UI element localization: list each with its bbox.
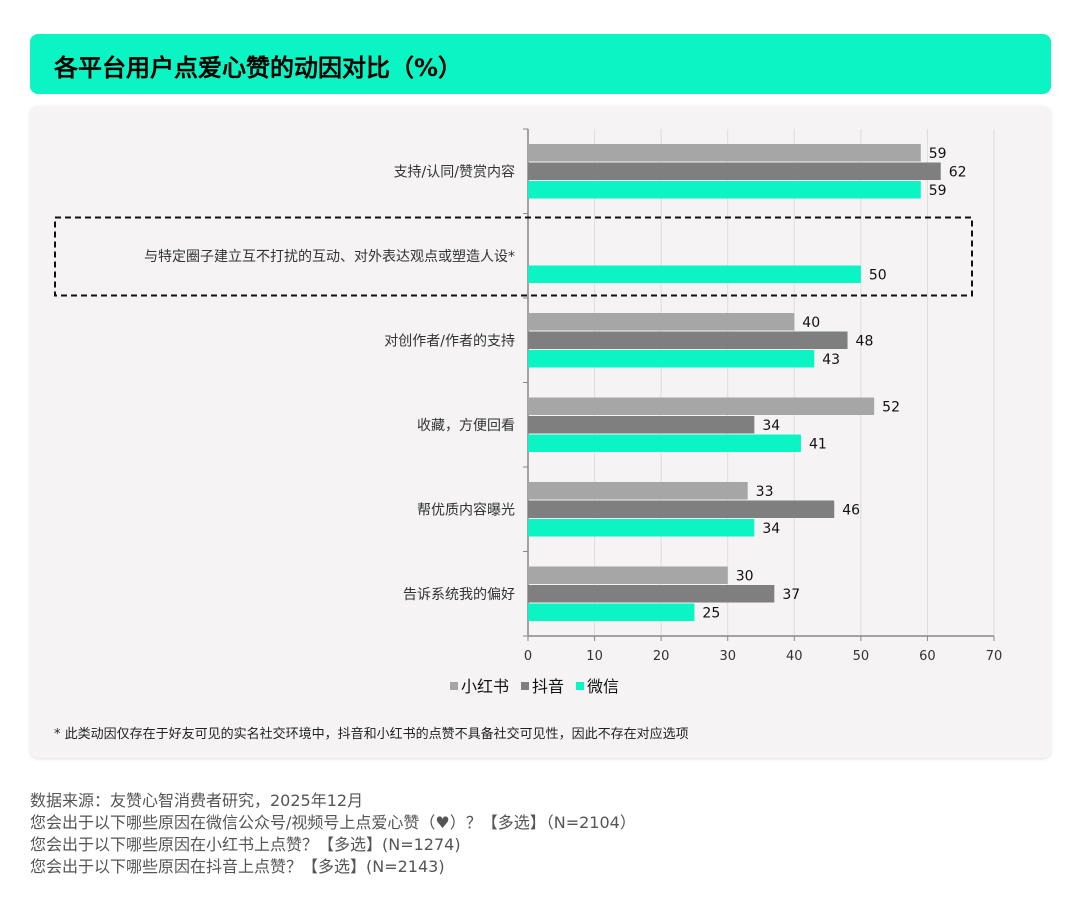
data-label: 59 (929, 146, 947, 162)
legend-swatch (450, 682, 458, 690)
bar-小红书 (528, 397, 875, 415)
chart-title: 各平台用户点爱心赞的动因对比（%） (54, 54, 463, 82)
category-label: 告诉系统我的偏好 (403, 587, 515, 603)
question-xiaohongshu: 您会出于以下哪些原因在小红书上点赞？【多选】(N=1274) (30, 835, 461, 854)
bar-微信 (528, 603, 695, 621)
bar-抖音 (528, 500, 835, 518)
bar-抖音 (528, 331, 848, 349)
bar-小红书 (528, 144, 921, 162)
legend-label: 抖音 (532, 677, 564, 696)
question-douyin: 您会出于以下哪些原因在抖音上点赞？【多选】(N=2143) (30, 857, 445, 876)
x-tick-label: 60 (919, 649, 936, 664)
data-label: 37 (782, 587, 800, 603)
bar-小红书 (528, 566, 728, 584)
legend-swatch (521, 682, 529, 690)
data-label: 59 (929, 183, 947, 199)
category-label: 对创作者/作者的支持 (384, 333, 515, 349)
bar-抖音 (528, 585, 775, 603)
bar-微信 (528, 265, 861, 283)
legend-label: 小红书 (461, 677, 509, 696)
data-label: 30 (736, 568, 754, 584)
category-label: 收藏，方便回看 (417, 418, 515, 434)
x-tick-label: 30 (719, 649, 736, 664)
source-footer: 数据来源：友赞心智消费者研究，2025年12月 您会出于以下哪些原因在微信公众号… (30, 790, 636, 878)
data-label: 50 (869, 267, 887, 283)
question-wechat: 您会出于以下哪些原因在微信公众号/视频号上点爱心赞（♥）？【多选】（N=2104… (30, 813, 636, 832)
legend-swatch (576, 682, 584, 690)
highlight-box (54, 216, 973, 297)
bar-小红书 (528, 482, 748, 500)
category-label: 与特定圈子建立互不打扰的互动、对外表达观点或塑造人设* (144, 248, 515, 265)
x-tick-label: 40 (786, 649, 803, 664)
data-label: 34 (762, 521, 780, 537)
data-label: 46 (842, 502, 860, 518)
bar-微信 (528, 519, 755, 537)
bar-小红书 (528, 313, 795, 331)
data-label: 43 (822, 352, 840, 368)
x-tick-label: 0 (524, 649, 532, 664)
x-tick-label: 50 (853, 649, 870, 664)
data-label: 25 (702, 605, 720, 621)
bar-抖音 (528, 416, 755, 434)
bar-微信 (528, 181, 921, 199)
data-label: 48 (856, 333, 874, 349)
title-bar: 各平台用户点爱心赞的动因对比（%） (30, 34, 1051, 94)
footnote: * 此类动因仅存在于好友可见的实名社交环境中，抖音和小红书的点赞不具备社交可见性… (54, 727, 689, 742)
x-tick-label: 10 (586, 649, 603, 664)
bar-微信 (528, 350, 815, 368)
category-label: 支持/认同/赞赏内容 (394, 163, 515, 180)
data-label: 52 (882, 399, 900, 415)
data-label: 62 (949, 164, 967, 180)
bar-微信 (528, 434, 801, 452)
source-line: 数据来源：友赞心智消费者研究，2025年12月 (30, 791, 364, 810)
x-tick-label: 70 (986, 649, 1003, 664)
data-label: 34 (762, 418, 780, 434)
x-tick-label: 20 (653, 649, 670, 664)
bar-抖音 (528, 162, 941, 180)
data-label: 33 (756, 484, 774, 500)
legend-label: 微信 (587, 677, 619, 696)
data-label: 41 (809, 436, 827, 452)
data-label: 40 (802, 315, 820, 331)
category-label: 帮优质内容曝光 (417, 501, 515, 518)
